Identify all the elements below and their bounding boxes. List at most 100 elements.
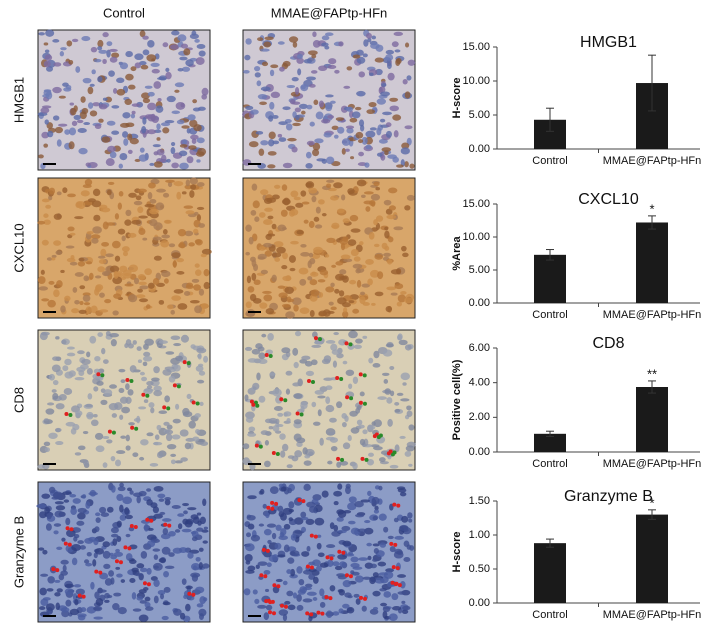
nucleus bbox=[185, 603, 191, 612]
marker-dot bbox=[336, 456, 341, 461]
nucleus bbox=[291, 76, 299, 82]
nucleus bbox=[145, 304, 151, 309]
nucleus bbox=[71, 308, 80, 314]
nucleus bbox=[56, 139, 62, 147]
nucleus bbox=[202, 498, 207, 507]
nucleus bbox=[373, 419, 382, 428]
nucleus bbox=[128, 294, 138, 303]
nucleus bbox=[396, 164, 404, 168]
nucleus bbox=[325, 340, 336, 344]
nucleus bbox=[174, 89, 180, 93]
nucleus bbox=[267, 233, 276, 237]
nucleus bbox=[288, 36, 299, 43]
nucleus bbox=[77, 201, 86, 210]
bar bbox=[534, 254, 566, 303]
nucleus bbox=[367, 555, 372, 561]
nucleus bbox=[261, 333, 267, 338]
nucleus bbox=[116, 493, 124, 501]
nucleus bbox=[358, 424, 365, 429]
nucleus bbox=[192, 565, 197, 571]
nucleus bbox=[136, 495, 141, 504]
marker-dot bbox=[114, 559, 119, 564]
nucleus bbox=[156, 188, 166, 193]
nucleus bbox=[350, 562, 360, 568]
nucleus bbox=[251, 348, 261, 355]
marker-dot bbox=[391, 565, 396, 570]
marker-dot bbox=[266, 598, 271, 603]
nucleus bbox=[393, 31, 404, 36]
nucleus bbox=[37, 220, 46, 225]
nucleus bbox=[182, 407, 190, 416]
nucleus bbox=[358, 71, 366, 78]
chart-title: CD8 bbox=[592, 335, 624, 352]
nucleus bbox=[330, 282, 335, 288]
nucleus bbox=[357, 528, 367, 533]
nucleus bbox=[335, 117, 345, 121]
nucleus bbox=[52, 392, 59, 400]
nucleus bbox=[58, 393, 67, 401]
nucleus bbox=[194, 263, 200, 268]
nucleus bbox=[164, 429, 174, 435]
nucleus bbox=[266, 523, 277, 528]
nucleus bbox=[183, 291, 191, 296]
nucleus bbox=[140, 439, 149, 446]
nucleus bbox=[368, 452, 374, 457]
nucleus bbox=[359, 296, 366, 305]
nucleus bbox=[137, 274, 146, 281]
nucleus bbox=[333, 331, 339, 336]
marker-dot bbox=[390, 580, 395, 585]
nucleus bbox=[137, 188, 147, 193]
nucleus bbox=[144, 85, 153, 89]
nucleus bbox=[38, 154, 44, 159]
nucleus bbox=[55, 336, 60, 340]
y-tick-label: 15.00 bbox=[462, 41, 490, 53]
nucleus bbox=[41, 131, 49, 139]
nucleus bbox=[317, 552, 325, 558]
nucleus bbox=[65, 245, 75, 249]
nucleus bbox=[355, 131, 364, 139]
nucleus bbox=[177, 513, 185, 517]
nucleus bbox=[82, 459, 89, 466]
nucleus bbox=[108, 70, 115, 77]
nucleus bbox=[45, 29, 55, 37]
nucleus bbox=[254, 216, 260, 222]
nucleus bbox=[350, 570, 355, 575]
nucleus bbox=[358, 119, 365, 127]
nucleus bbox=[181, 125, 190, 129]
nucleus bbox=[183, 510, 188, 515]
nucleus bbox=[105, 253, 114, 258]
nucleus bbox=[267, 539, 272, 545]
nucleus bbox=[247, 495, 257, 500]
nucleus bbox=[168, 552, 175, 557]
nucleus bbox=[144, 268, 152, 276]
marker-dot bbox=[263, 574, 268, 579]
marker-dot bbox=[162, 405, 167, 410]
nucleus bbox=[278, 292, 288, 299]
nucleus bbox=[142, 49, 150, 56]
nucleus bbox=[267, 215, 274, 220]
nucleus bbox=[348, 300, 355, 304]
nucleus bbox=[282, 614, 288, 622]
marker-dot bbox=[313, 534, 318, 539]
nucleus bbox=[73, 584, 82, 588]
nucleus bbox=[92, 226, 102, 234]
nucleus bbox=[408, 424, 415, 431]
nucleus bbox=[109, 265, 120, 273]
nucleus bbox=[95, 445, 105, 453]
nucleus bbox=[191, 278, 200, 283]
nucleus bbox=[100, 248, 107, 257]
nucleus bbox=[389, 546, 396, 553]
nucleus bbox=[356, 279, 362, 288]
nucleus bbox=[129, 578, 136, 584]
nucleus bbox=[358, 557, 369, 561]
nucleus bbox=[280, 486, 287, 492]
marker-dot bbox=[265, 548, 270, 553]
nucleus bbox=[373, 181, 380, 187]
nucleus bbox=[244, 54, 251, 61]
nucleus bbox=[341, 275, 349, 283]
nucleus bbox=[135, 195, 142, 201]
nucleus bbox=[263, 612, 270, 621]
nucleus bbox=[406, 75, 412, 81]
nucleus bbox=[258, 523, 265, 527]
micrograph bbox=[242, 177, 416, 319]
